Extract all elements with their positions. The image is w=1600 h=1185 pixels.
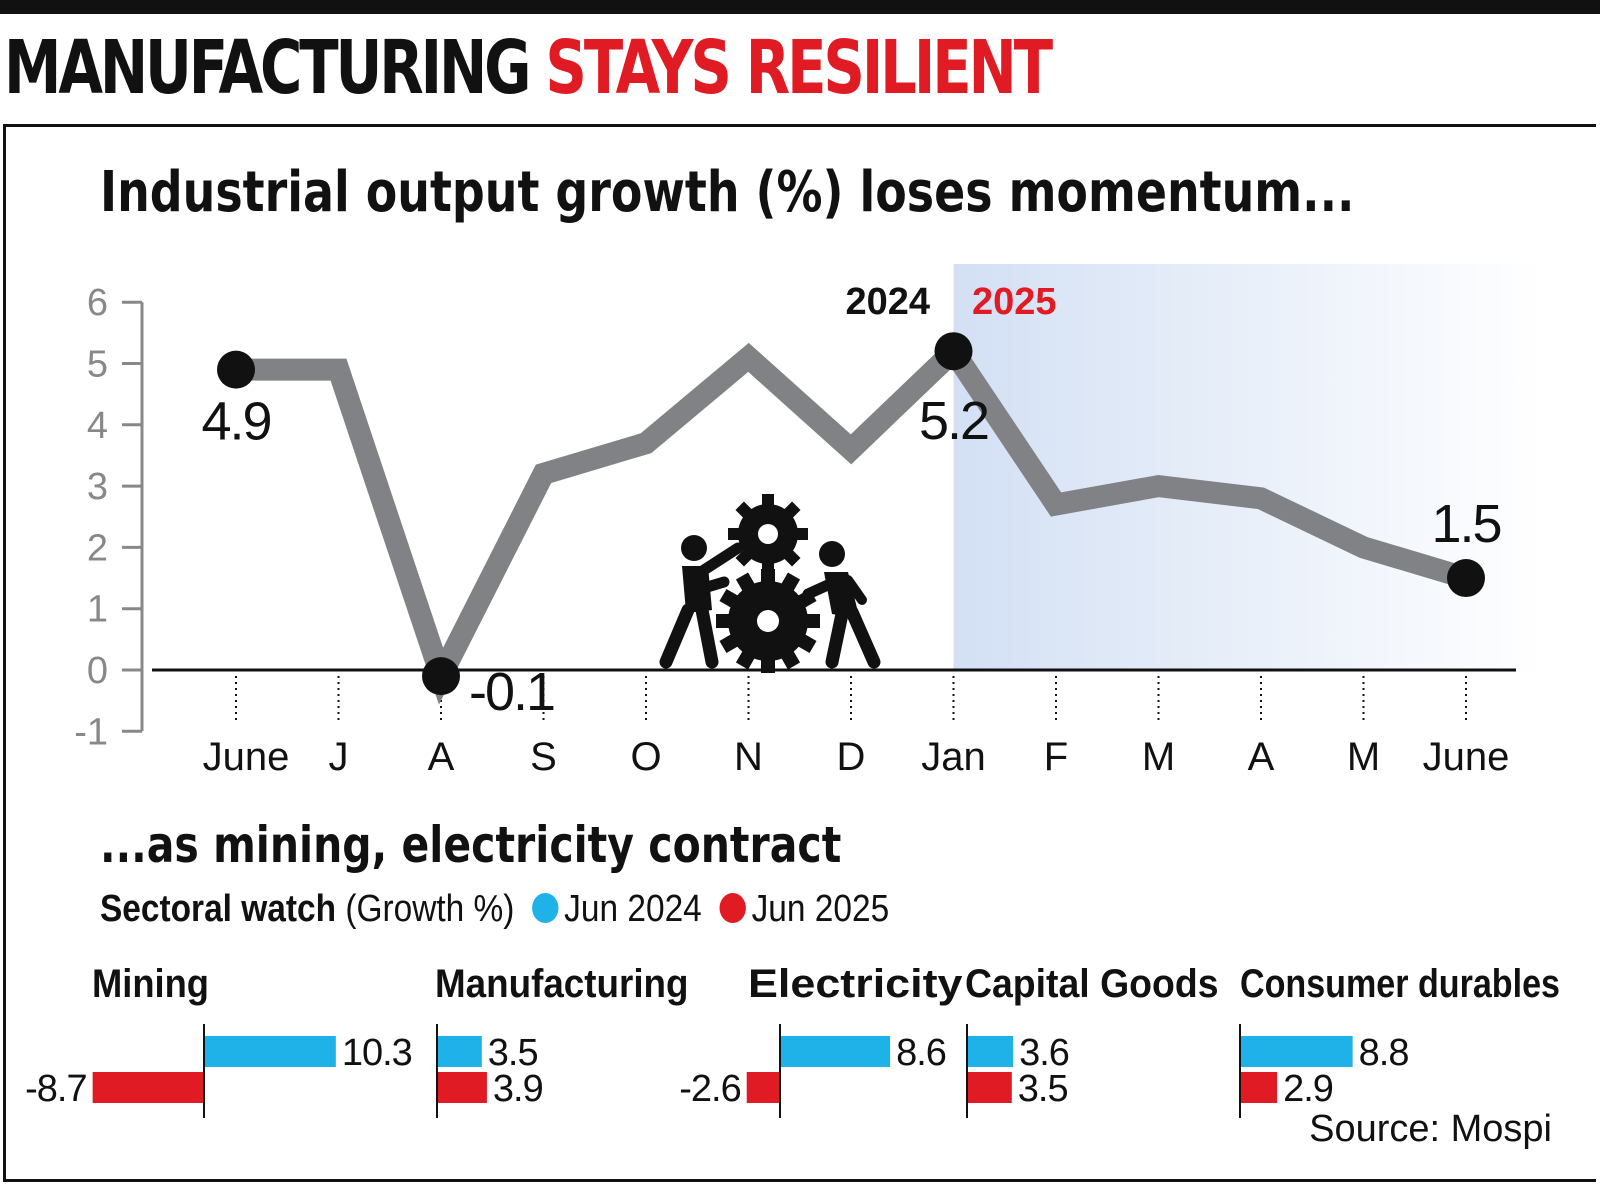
bar-chart-title: ...as mining, electricity contract	[100, 816, 842, 874]
data-point	[1447, 559, 1485, 598]
data-label: -0.1	[469, 662, 554, 722]
legend-series-2025: Jun 2025	[751, 888, 890, 930]
legend-dot-red	[719, 893, 747, 923]
bar-value-label: 10.3	[342, 1032, 412, 1074]
bar-value-label: 8.8	[1359, 1032, 1409, 1074]
x-tick-label: F	[1044, 735, 1068, 779]
legend-title: Sectoral watch	[100, 888, 337, 930]
2025-shaded-region	[953, 264, 1545, 670]
x-tick-label: S	[530, 735, 557, 779]
top-rule	[0, 0, 1600, 14]
workers-with-gears-icon	[659, 494, 881, 673]
x-tick-label: June	[203, 735, 290, 779]
bar-value-label: 2.9	[1283, 1068, 1333, 1110]
x-tick-label: D	[837, 735, 866, 779]
y-tick-label: -1	[74, 711, 108, 753]
sector-title: Consumer durables	[1240, 962, 1560, 1006]
y-tick-label: 3	[87, 466, 108, 508]
x-tick-label: June	[1423, 735, 1510, 779]
sector-title: Capital Goods	[965, 962, 1219, 1006]
legend-series-2024: Jun 2024	[564, 888, 702, 930]
bar-value-label: -2.6	[679, 1068, 740, 1110]
bar-2025	[746, 1072, 780, 1103]
bar-2024	[204, 1036, 336, 1067]
bar-value-label: -8.7	[25, 1068, 86, 1110]
x-tick-label: N	[734, 735, 763, 779]
sector-title: Mining	[92, 962, 209, 1006]
data-point	[934, 332, 973, 371]
bar-2025	[92, 1072, 204, 1103]
data-label: 4.9	[201, 392, 270, 452]
legend: Sectoral watch (Growth %) Jun 2024 Jun 2…	[100, 888, 889, 931]
bar-2024	[780, 1036, 891, 1067]
bar-2024	[967, 1036, 1014, 1067]
bar-value-label: 3.6	[1019, 1032, 1069, 1074]
y-tick-label: 1	[87, 589, 108, 631]
bar-2025	[967, 1072, 1012, 1103]
bar-2024	[437, 1036, 482, 1067]
year-label-2025: 2025	[972, 281, 1057, 323]
legend-dot-blue	[532, 893, 559, 923]
x-tick-label: Jan	[921, 735, 986, 779]
data-point	[422, 657, 460, 696]
source-note: Source: Mospi	[1309, 1108, 1552, 1150]
sector-title: Manufacturing	[435, 962, 689, 1006]
y-tick-label: 2	[87, 527, 108, 569]
sector-title: Electricity	[748, 962, 963, 1006]
headline-part2: STAYS RESILIENT	[545, 25, 1053, 111]
chart-frame	[3, 124, 1596, 1182]
bar-value-label: 3.9	[493, 1068, 543, 1110]
bar-2025	[1240, 1072, 1278, 1103]
bar-value-label: 8.6	[896, 1032, 946, 1074]
y-tick-label: 5	[87, 344, 108, 386]
headline: MANUFACTURING STAYS RESILIENT	[4, 18, 1053, 118]
bar-2024	[1240, 1036, 1353, 1067]
x-tick-label: M	[1347, 735, 1380, 779]
y-tick-label: 6	[87, 282, 108, 324]
legend-subtitle: (Growth %)	[345, 888, 515, 930]
data-point	[217, 350, 255, 389]
data-label: 5.2	[919, 391, 988, 451]
x-tick-label: A	[1248, 735, 1275, 779]
x-tick-label: J	[329, 735, 349, 779]
bar-value-label: 3.5	[488, 1032, 538, 1074]
x-tick-label: O	[630, 735, 661, 779]
year-label-2024: 2024	[845, 281, 930, 323]
x-tick-label: A	[428, 735, 455, 779]
line-chart-title: Industrial output growth (%) loses momen…	[100, 160, 1355, 225]
data-label: 1.5	[1431, 494, 1500, 554]
x-tick-label: M	[1142, 735, 1175, 779]
bar-value-label: 3.5	[1018, 1068, 1068, 1110]
y-tick-label: 0	[87, 650, 108, 692]
bar-2025	[437, 1072, 487, 1103]
headline-part1: MANUFACTURING	[4, 25, 532, 111]
y-tick-label: 4	[87, 405, 108, 447]
